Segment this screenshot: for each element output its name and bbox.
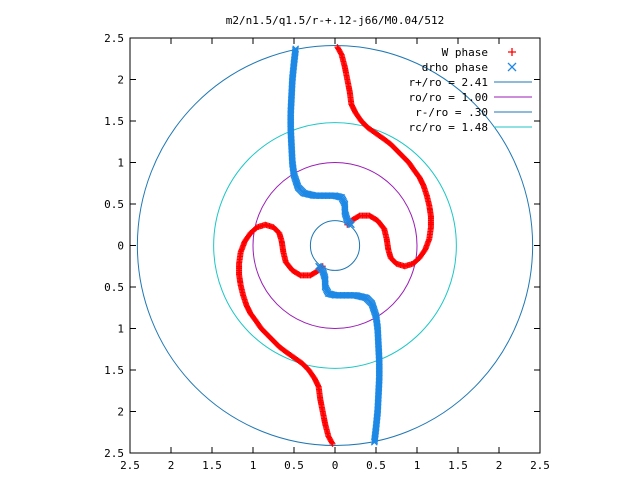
reference-circles — [136, 44, 534, 447]
y-tick-label: 1 — [117, 323, 124, 336]
x-tick-label: 0.5 — [366, 459, 386, 472]
y-tick-label: 2.5 — [104, 32, 124, 45]
x-tick-label: 1 — [414, 459, 421, 472]
legend-label: rc/ro = 1.48 — [409, 121, 488, 134]
legend-marker-cross — [507, 62, 517, 72]
legend-label: W phase — [442, 46, 488, 59]
y-tick-label: 0 — [117, 240, 124, 253]
legend-label: ro/ro = 1.00 — [409, 91, 488, 104]
x-tick-label: 0 — [332, 459, 339, 472]
legend-marker-plus — [508, 48, 516, 56]
circle-r — [136, 44, 534, 447]
drho-phase-point — [347, 221, 355, 229]
legend-label: drho phase — [422, 61, 488, 74]
x-axis-ticks: 2.5 2 1.5 1 0.5 0 0.5 1 1.5 2 2.5 — [120, 38, 550, 472]
circle-ro — [252, 162, 418, 329]
y-tick-label: 0.5 — [104, 281, 124, 294]
legend-label: r-/ro = .30 — [415, 106, 488, 119]
y-axis-ticks: 2.5 2 1.5 1 0.5 0 0.5 1 1.5 2 2.5 — [104, 32, 540, 460]
y-tick-label: 1.5 — [104, 115, 124, 128]
y-tick-label: 2.5 — [104, 447, 124, 460]
y-tick-label: 1.5 — [104, 364, 124, 377]
x-tick-label: 1.5 — [448, 459, 468, 472]
x-tick-label: 1.5 — [202, 459, 222, 472]
legend-label: r+/ro = 2.41 — [409, 76, 488, 89]
x-tick-label: 2.5 — [120, 459, 140, 472]
x-tick-label: 2 — [496, 459, 503, 472]
y-tick-label: 0.5 — [104, 198, 124, 211]
x-tick-label: 2.5 — [530, 459, 550, 472]
x-tick-label: 0.5 — [284, 459, 304, 472]
x-tick-label: 2 — [168, 459, 175, 472]
drho-phase-point — [315, 262, 323, 270]
circle-r — [309, 220, 361, 271]
x-tick-label: 1 — [250, 459, 257, 472]
y-tick-label: 1 — [117, 157, 124, 170]
circle-rc — [213, 122, 457, 369]
legend: W phase drho phase r+/ro = 2.41 ro/ro = 1.0… — [409, 46, 532, 134]
y-tick-label: 2 — [117, 74, 124, 87]
chart-title: m2/n1.5/q1.5/r-+.12-j66/M0.04/512 — [226, 14, 445, 27]
series-points — [236, 44, 434, 447]
y-tick-label: 2 — [117, 406, 124, 419]
